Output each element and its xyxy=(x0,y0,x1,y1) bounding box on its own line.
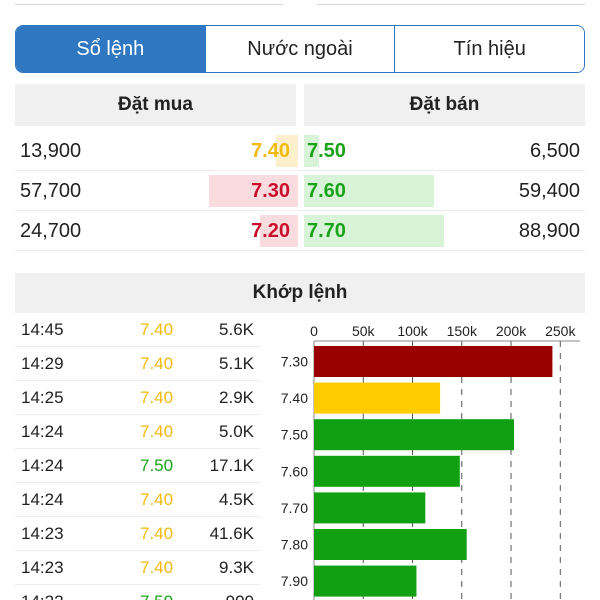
row-divider xyxy=(15,170,585,171)
trade-time: 14:22 xyxy=(21,585,64,600)
y-tick-label: 7.40 xyxy=(281,390,308,406)
matching-header: Khớp lệnh xyxy=(15,273,585,313)
buy-volume-bar xyxy=(209,175,298,207)
y-tick-label: 7.70 xyxy=(281,500,308,516)
row-divider xyxy=(15,250,585,251)
buy-volume-bar xyxy=(260,215,298,247)
trade-row: 14:24 7.40 5.0K xyxy=(15,415,260,449)
trade-price: 7.40 xyxy=(140,524,174,543)
divider xyxy=(317,4,585,5)
tab-foreign[interactable]: Nước ngoài xyxy=(204,26,395,72)
x-tick-label: 200k xyxy=(496,323,527,339)
bar-7.70 xyxy=(314,492,426,524)
trade-price: 7.50 xyxy=(140,585,173,600)
trade-volume: 900 xyxy=(226,585,254,600)
trade-row: 14:22 7.50 900 xyxy=(15,585,260,600)
buy-price[interactable]: 7.20 xyxy=(251,220,290,242)
row-divider xyxy=(15,448,260,449)
buy-volume-bar xyxy=(276,135,298,167)
x-tick-label: 150k xyxy=(447,323,478,339)
sell-volume: 59,400 xyxy=(518,180,580,202)
trade-price: 7.40 xyxy=(140,422,174,441)
sell-price[interactable]: 7.70 xyxy=(307,220,346,242)
buy-price[interactable]: 7.40 xyxy=(251,140,290,162)
trade-row: 14:24 7.50 17.1K xyxy=(15,449,260,483)
row-divider xyxy=(15,584,260,585)
volume-by-price-chart: 0 50k 100k 150k 200k 250k 7.30 7.40 7.50 7.60 7.70… xyxy=(281,323,580,600)
trade-row: 14:45 7.40 5.6K xyxy=(15,313,260,347)
buy-volume: 13,900 xyxy=(20,140,82,162)
sell-price[interactable]: 7.60 xyxy=(307,180,346,202)
tab-order-book[interactable]: Sổ lệnh xyxy=(16,26,205,72)
trade-volume: 5.1K xyxy=(219,354,254,373)
trade-price: 7.40 xyxy=(140,490,174,509)
sell-volume-bar xyxy=(304,135,319,167)
trade-price: 7.40 xyxy=(140,388,174,407)
row-divider xyxy=(15,414,260,415)
sell-volume: 6,500 xyxy=(529,140,580,162)
sell-volume: 88,900 xyxy=(518,220,580,242)
trade-volume: 4.5K xyxy=(219,490,254,509)
row-divider xyxy=(15,346,260,347)
bar-7.60 xyxy=(314,455,460,487)
trade-time: 14:24 xyxy=(21,490,64,509)
buy-price[interactable]: 7.30 xyxy=(251,180,290,202)
trade-row: 14:29 7.40 5.1K xyxy=(15,347,260,381)
trade-time: 14:29 xyxy=(21,354,64,373)
bar-7.40 xyxy=(314,382,441,414)
sell-volume-bar xyxy=(304,215,444,247)
buy-header: Đặt mua xyxy=(15,84,296,126)
tab-bar: Sổ lệnh Nước ngoài Tín hiệu xyxy=(15,25,585,73)
order-book-row: 24,700 7.20 7.70 88,900 xyxy=(15,211,585,251)
trade-volume: 2.9K xyxy=(219,388,254,407)
sell-volume-bar xyxy=(304,175,434,207)
trade-volume: 5.6K xyxy=(219,320,254,339)
tab-signals[interactable]: Tín hiệu xyxy=(394,26,584,72)
row-divider xyxy=(15,550,260,551)
x-tick-label: 100k xyxy=(397,323,428,339)
sell-price[interactable]: 7.50 xyxy=(307,140,346,162)
trade-row: 14:23 7.40 41.6K xyxy=(15,517,260,551)
trade-time: 14:25 xyxy=(21,388,64,407)
row-divider xyxy=(15,516,260,517)
buy-volume: 24,700 xyxy=(20,220,82,242)
trade-price: 7.50 xyxy=(140,456,174,475)
trade-volume: 5.0K xyxy=(219,422,254,441)
row-divider xyxy=(15,210,585,211)
trade-row: 14:25 7.40 2.9K xyxy=(15,381,260,415)
trade-price: 7.40 xyxy=(140,320,174,339)
y-tick-label: 7.90 xyxy=(281,573,308,589)
order-book-row: 57,700 7.30 7.60 59,400 xyxy=(15,171,585,211)
trade-time: 14:45 xyxy=(21,320,64,339)
trade-time: 14:24 xyxy=(21,422,64,441)
trade-price: 7.40 xyxy=(140,354,174,373)
buy-volume: 57,700 xyxy=(20,180,82,202)
trade-price: 7.40 xyxy=(140,558,174,577)
divider xyxy=(15,4,283,5)
trade-time: 14:23 xyxy=(21,558,64,577)
trade-row: 14:24 7.40 4.5K xyxy=(15,483,260,517)
y-tick-label: 7.60 xyxy=(281,463,308,479)
sell-header: Đặt bán xyxy=(304,84,585,126)
trade-time: 14:23 xyxy=(21,524,64,543)
trade-volume: 9.3K xyxy=(219,558,254,577)
trade-row: 14:23 7.40 9.3K xyxy=(15,551,260,585)
x-tick-label: 0 xyxy=(310,323,318,339)
bar-7.90 xyxy=(314,565,417,597)
row-divider xyxy=(15,482,260,483)
y-tick-label: 7.50 xyxy=(281,427,308,443)
x-tick-label: 250k xyxy=(545,323,576,339)
y-tick-label: 7.30 xyxy=(281,354,308,370)
trade-volume: 41.6K xyxy=(209,524,254,543)
y-tick-label: 7.80 xyxy=(281,537,308,553)
row-divider xyxy=(15,380,260,381)
trade-volume: 17.1K xyxy=(209,456,254,475)
bar-7.50 xyxy=(314,419,514,451)
bar-7.30 xyxy=(314,346,553,377)
x-tick-label: 50k xyxy=(352,323,376,339)
order-book-row: 13,900 7.40 7.50 6,500 xyxy=(15,131,585,171)
bar-7.80 xyxy=(314,529,467,560)
trade-time: 14:24 xyxy=(21,456,64,475)
top-strip xyxy=(0,0,600,8)
